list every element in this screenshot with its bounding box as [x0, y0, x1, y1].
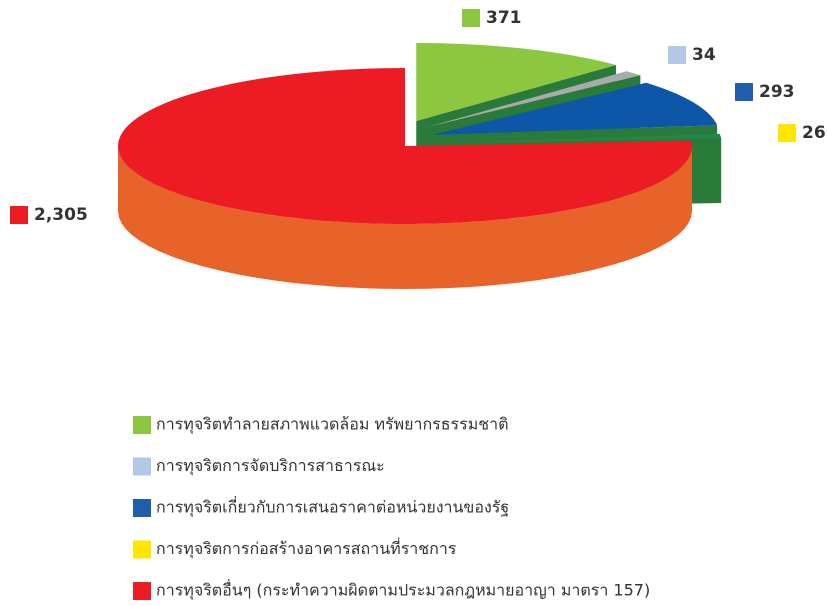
value-label: 34	[692, 45, 716, 65]
label-swatch	[668, 46, 686, 64]
legend-swatch	[133, 582, 151, 600]
label-swatch	[778, 124, 796, 142]
pie-slice	[432, 82, 718, 135]
legend-label: การทุจริตอื่นๆ (กระทำความผิดตามประมวลกฎห…	[156, 579, 650, 601]
legend-label: การทุจริตเกี่ยวกับการเสนอราคาต่อหน่วยงาน…	[156, 496, 509, 518]
legend-swatch	[133, 540, 151, 559]
value-label: 26	[802, 123, 826, 143]
legend-swatch	[133, 457, 151, 476]
legend-swatch	[133, 499, 151, 517]
legend-swatch	[133, 416, 151, 434]
label-swatch	[462, 9, 480, 27]
legend-label: การทุจริตการก่อสร้างอาคารสถานที่ราชการ	[156, 537, 457, 559]
slice-side	[118, 146, 692, 289]
pie-slice	[434, 133, 722, 144]
label-swatch	[10, 206, 28, 224]
legend-label: การทุจริตการจัดบริการสาธารณะ	[156, 456, 385, 476]
pie-slice	[117, 68, 692, 225]
label-swatch	[735, 83, 753, 101]
value-label: 293	[759, 82, 795, 102]
pie-slice	[416, 42, 616, 121]
pie-slice	[426, 71, 641, 128]
value-label: 2,305	[34, 205, 88, 225]
legend-label: การทุจริตทำลายสภาพแวดล้อม ทรัพยากรธรรมชา…	[156, 415, 509, 435]
value-label: 371	[486, 8, 522, 28]
